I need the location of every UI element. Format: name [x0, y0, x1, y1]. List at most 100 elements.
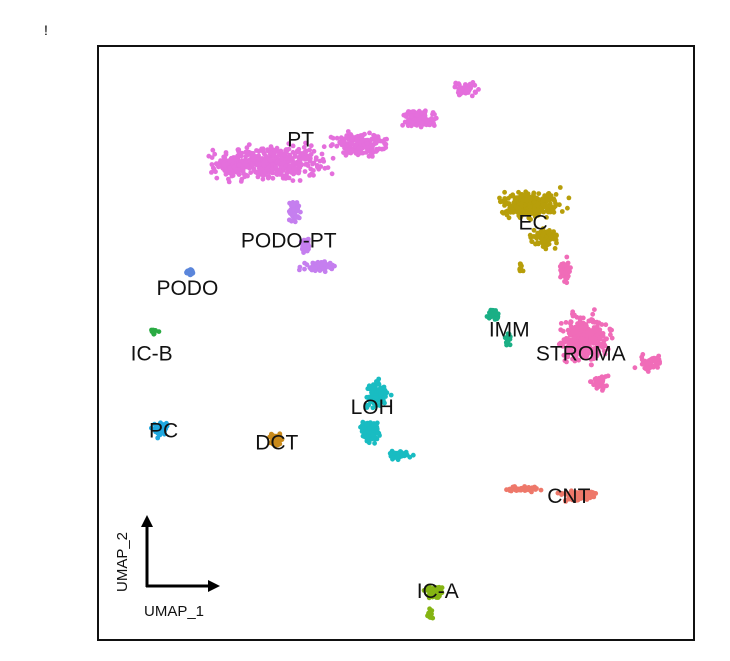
cell-point [436, 593, 442, 599]
cell-point [503, 201, 509, 207]
cell-point [374, 379, 379, 384]
cell-point [279, 161, 285, 166]
cell-point [585, 330, 591, 335]
cell-point [591, 382, 596, 388]
cell-point [566, 495, 572, 501]
cell-point [519, 201, 524, 207]
cell-point [530, 234, 536, 239]
cell-point [337, 140, 343, 146]
cell-point [303, 140, 308, 146]
cell-point [575, 331, 581, 337]
cell-point [571, 494, 577, 499]
cell-point [233, 167, 239, 173]
cell-point [602, 351, 608, 357]
cell-point [226, 176, 231, 182]
umap-2-arrowhead [141, 515, 153, 527]
cell-point [640, 352, 646, 357]
cell-point [403, 112, 409, 118]
cell-point [376, 146, 382, 152]
cell-point [297, 267, 302, 273]
cell-point [364, 141, 370, 146]
cluster-ic-b-points [149, 327, 162, 337]
cell-point [588, 379, 593, 385]
cell-point [506, 486, 512, 492]
cell-point [502, 189, 507, 195]
cell-point [362, 131, 367, 137]
cell-point [531, 211, 537, 216]
axis-indicator: UMAP_1 UMAP_2 [114, 515, 220, 620]
cell-point [431, 121, 436, 126]
cell-point [286, 175, 292, 181]
cell-point [366, 402, 372, 408]
cell-point [292, 219, 298, 225]
cell-point [586, 318, 592, 324]
cell-point [223, 171, 229, 177]
cell-point [242, 161, 248, 167]
cell-point [526, 215, 532, 221]
cell-point [290, 203, 296, 208]
cell-point [375, 138, 380, 144]
cell-point [544, 207, 550, 213]
cell-point [408, 113, 414, 119]
cell-point [287, 165, 292, 170]
cluster-pt-points [206, 80, 481, 185]
cell-point [416, 116, 422, 122]
cell-point [590, 350, 596, 356]
cell-point [361, 434, 367, 439]
cell-point [568, 319, 574, 325]
cluster-label-podo-pt: PODO-PT [241, 230, 337, 253]
cell-point [524, 198, 530, 204]
cell-point [609, 327, 614, 333]
cell-point [581, 352, 586, 357]
cell-point [545, 229, 550, 235]
y-axis-label: UMAP_2 [114, 532, 131, 592]
cell-point [433, 115, 439, 121]
cell-point [644, 366, 649, 372]
cluster-podo-points [184, 267, 196, 278]
cell-point [520, 486, 525, 492]
cell-point [264, 166, 270, 172]
cell-point [310, 161, 315, 167]
cluster-label-pc: PC [149, 420, 178, 443]
cell-point [639, 357, 645, 362]
cell-point [579, 336, 585, 342]
cell-point [400, 122, 405, 128]
cell-point [367, 426, 372, 431]
cell-point [532, 484, 537, 490]
cell-point [306, 243, 312, 249]
cell-point [580, 346, 586, 352]
cell-point [357, 140, 362, 146]
plot-frame [97, 45, 695, 641]
cell-point [313, 155, 319, 161]
cell-point [302, 266, 307, 272]
cell-point [541, 209, 547, 215]
cell-point [291, 207, 296, 213]
cell-point [369, 147, 375, 152]
cell-point [380, 139, 386, 144]
cell-point [308, 143, 314, 149]
cell-point [576, 357, 581, 363]
cell-point [273, 164, 279, 170]
cell-point [310, 265, 316, 271]
cell-point [494, 316, 500, 322]
cell-point [414, 112, 420, 118]
cell-point [279, 437, 285, 442]
cell-point [554, 233, 559, 239]
cell-point [349, 136, 355, 142]
cell-point [632, 365, 638, 371]
cell-point [505, 340, 511, 346]
cell-point [427, 122, 433, 128]
cell-point [568, 331, 574, 337]
cluster-label-podo: PODO [156, 277, 218, 300]
cell-point [538, 487, 544, 493]
cell-point [583, 494, 588, 500]
cell-point [302, 169, 308, 174]
cell-point [559, 209, 565, 214]
cell-point [227, 165, 233, 171]
cell-point [330, 155, 336, 161]
cell-point [210, 165, 216, 171]
cell-point [260, 176, 266, 182]
cell-point [535, 207, 541, 213]
cell-point [534, 202, 540, 208]
cell-point [238, 179, 244, 184]
